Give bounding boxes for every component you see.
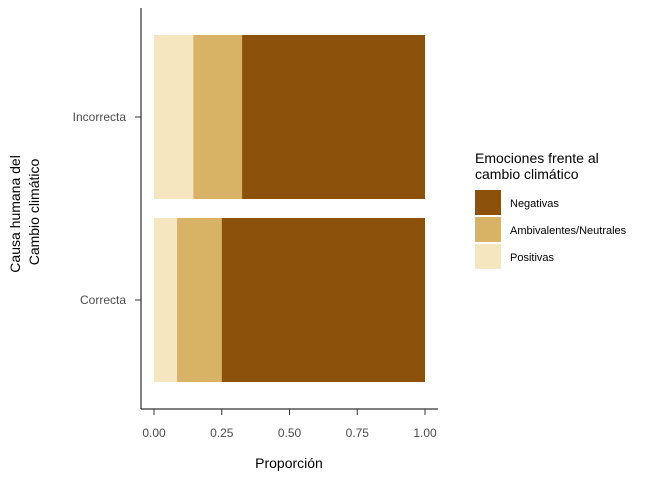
legend-title-line-2: cambio climático [475,166,579,182]
x-tick-label-1: 0.25 [210,426,234,440]
bar-correcta-positivas [154,218,178,382]
y-axis-title: Causa humana del Cambio climático [7,151,42,272]
legend-swatch-ambivalentes-neutrales [475,217,501,242]
y-tick-label-correcta: Correcta [80,293,126,307]
bar-incorrecta-positivas [154,35,194,199]
x-tick-label-3: 0.75 [346,426,370,440]
legend-label-negativas: Negativas [510,198,559,210]
legend-title: Emociones frente al cambio climático [475,150,603,182]
y-axis-title-line-2: Cambio climático [26,158,42,265]
bar-correcta-negativas [221,218,425,382]
legend-swatch-positivas [475,244,501,269]
x-ticks-group: 0.00 0.25 0.50 0.75 1.00 [142,409,437,440]
legend-label-positivas: Positivas [510,252,555,264]
y-ticks-group: Incorrecta Correcta [73,110,141,307]
x-axis-title: Proporción [255,455,323,471]
y-axis-title-line-1: Causa humana del [7,155,23,273]
legend-title-line-1: Emociones frente al [475,150,599,166]
x-tick-label-2: 0.50 [278,426,302,440]
x-tick-label-0: 0.00 [142,426,166,440]
bar-incorrecta-negativas [242,35,425,199]
legend: Emociones frente al cambio climático Neg… [475,150,627,269]
y-tick-label-incorrecta: Incorrecta [73,110,127,124]
bars-group [154,35,425,382]
legend-swatch-negativas [475,190,501,215]
legend-label-ambivalentes-neutrales: Ambivalentes/Neutrales [510,225,627,237]
x-tick-label-4: 1.00 [413,426,437,440]
bar-incorrecta-ambivalentes-neutrales [193,35,243,199]
legend-items: Negativas Ambivalentes/Neutrales Positivas [475,190,627,269]
bar-correcta-ambivalentes-neutrales [177,218,222,382]
